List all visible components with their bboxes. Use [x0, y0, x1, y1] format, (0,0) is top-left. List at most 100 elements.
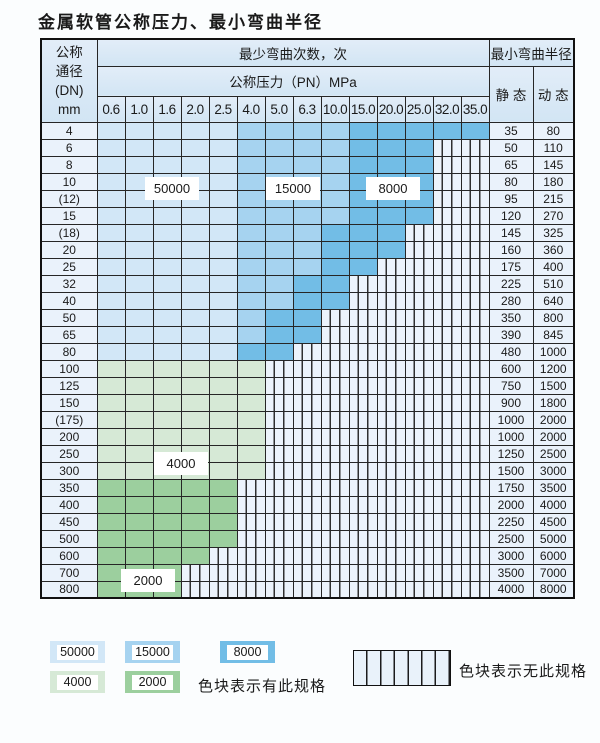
spec-cell — [320, 138, 350, 157]
static-value-cell: 80 — [488, 172, 534, 191]
spec-cell — [96, 427, 126, 446]
spec-cell — [96, 393, 126, 412]
no-spec-cell — [432, 257, 462, 276]
no-spec-cell — [376, 410, 406, 429]
no-spec-cell — [460, 495, 490, 514]
static-value-cell: 350 — [488, 308, 534, 327]
no-spec-cell — [348, 478, 378, 497]
no-spec-cell — [236, 580, 266, 599]
dn-cell: 40 — [40, 291, 98, 310]
spec-cell — [236, 444, 266, 463]
spec-cell — [152, 342, 182, 361]
spec-cell — [320, 172, 350, 191]
no-spec-cell — [432, 274, 462, 293]
spec-cell — [208, 342, 238, 361]
spec-cell — [208, 240, 238, 259]
spec-cell — [320, 291, 350, 310]
spec-cell — [96, 410, 126, 429]
no-spec-cell — [376, 393, 406, 412]
spec-cell — [236, 308, 266, 327]
no-spec-cell — [320, 546, 350, 565]
dynamic-value-cell: 3500 — [532, 478, 575, 497]
no-spec-cell — [348, 393, 378, 412]
legend-swatch-label: 15000 — [132, 644, 173, 660]
no-spec-cell — [432, 155, 462, 174]
spec-cell — [208, 155, 238, 174]
dn-cell: 80 — [40, 342, 98, 361]
spec-cell — [152, 410, 182, 429]
spec-cell — [320, 257, 350, 276]
legend-swatch-8000: 8000 — [220, 641, 275, 663]
no-spec-cell — [320, 359, 350, 378]
no-spec-cell — [404, 325, 434, 344]
no-spec-cell — [404, 223, 434, 242]
dn-cell: 4 — [40, 121, 98, 140]
no-spec-cell — [292, 478, 322, 497]
dynamic-value-cell: 1200 — [532, 359, 575, 378]
legend-swatch-2000: 2000 — [125, 671, 180, 693]
spec-cell — [152, 376, 182, 395]
static-value-cell: 4000 — [488, 580, 534, 599]
spec-cell — [376, 121, 406, 140]
no-spec-cell — [348, 580, 378, 599]
no-spec-cell — [320, 325, 350, 344]
dn-cell: 400 — [40, 495, 98, 514]
spec-cell — [292, 308, 322, 327]
no-spec-cell — [432, 393, 462, 412]
pressure-col-header: 25.0 — [404, 95, 434, 123]
table-row: 20 160 360 — [40, 240, 575, 259]
spec-cell — [264, 138, 294, 157]
spec-cell — [264, 291, 294, 310]
no-spec-cell — [404, 495, 434, 514]
no-spec-cell — [432, 189, 462, 208]
legend-swatch-4000: 4000 — [50, 671, 105, 693]
spec-cell — [180, 325, 210, 344]
no-spec-cell — [264, 393, 294, 412]
table-row: 250 1250 2500 — [40, 444, 575, 463]
pressure-col-header: 5.0 — [264, 95, 294, 123]
dynamic-value-cell: 145 — [532, 155, 575, 174]
no-spec-cell — [348, 444, 378, 463]
spec-cell — [460, 121, 490, 140]
bend-times-header: 最少弯曲次数，次 — [96, 38, 490, 67]
no-spec-cell — [292, 427, 322, 446]
spec-cell — [152, 393, 182, 412]
spec-cell — [208, 121, 238, 140]
spec-cell — [152, 223, 182, 242]
spec-cell — [236, 427, 266, 446]
spec-cell — [152, 478, 182, 497]
spec-cell — [320, 223, 350, 242]
spec-cell — [208, 529, 238, 548]
spec-cell — [292, 206, 322, 225]
spec-cell — [180, 342, 210, 361]
no-spec-cell — [404, 240, 434, 259]
no-spec-cell — [432, 206, 462, 225]
dn-cell: 350 — [40, 478, 98, 497]
spec-cell — [320, 155, 350, 174]
no-spec-cell — [376, 257, 406, 276]
pressure-col-header: 15.0 — [348, 95, 378, 123]
dynamic-value-cell: 80 — [532, 121, 575, 140]
spec-cell — [376, 155, 406, 174]
static-value-cell: 2500 — [488, 529, 534, 548]
spec-cell — [264, 274, 294, 293]
no-spec-cell — [404, 257, 434, 276]
spec-cell — [124, 529, 154, 548]
table-row: 50 350 800 — [40, 308, 575, 327]
no-spec-cell — [404, 359, 434, 378]
spec-cell — [432, 121, 462, 140]
no-spec-cell — [460, 444, 490, 463]
spec-cell — [96, 155, 126, 174]
pressure-col-header: 10.0 — [320, 95, 350, 123]
no-spec-cell — [432, 512, 462, 531]
spec-cell — [152, 308, 182, 327]
no-spec-cell — [264, 461, 294, 480]
spec-cell — [348, 257, 378, 276]
pressure-col-header: 1.0 — [124, 95, 154, 123]
no-spec-cell — [460, 427, 490, 446]
spec-cell — [292, 291, 322, 310]
spec-cell — [236, 325, 266, 344]
legend-swatch-50000: 50000 — [50, 641, 105, 663]
spec-cell — [208, 359, 238, 378]
spec-cell — [236, 172, 266, 191]
